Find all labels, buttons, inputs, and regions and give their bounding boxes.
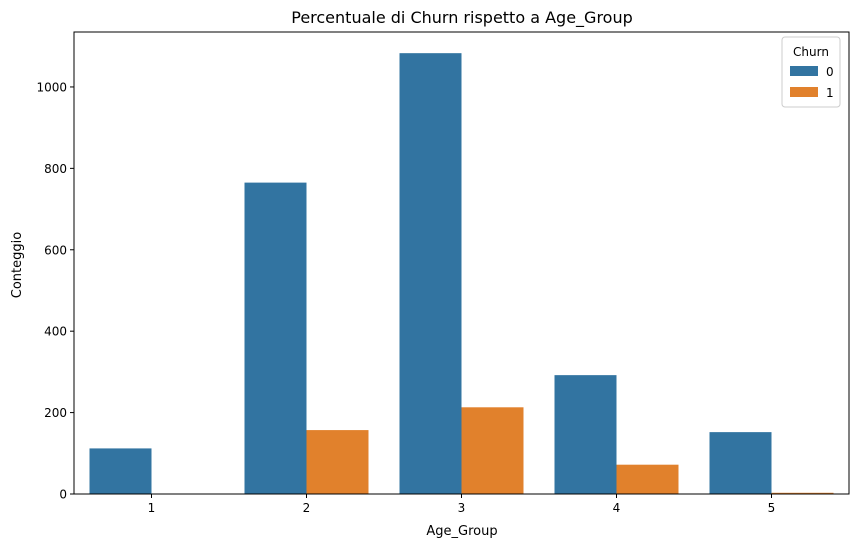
legend-label-churn-0: 0: [826, 65, 834, 79]
y-tick-label: 1000: [36, 80, 67, 94]
y-tick-label: 600: [44, 243, 67, 257]
x-tick-label: 2: [303, 501, 311, 515]
legend-title: Churn: [793, 45, 829, 59]
bar-age-5-churn-0: [709, 432, 772, 494]
bar-age-4-churn-0: [554, 375, 617, 494]
y-tick-label: 400: [44, 325, 67, 339]
legend-swatch-churn-0: [790, 66, 818, 76]
chart-title: Percentuale di Churn rispetto a Age_Grou…: [291, 8, 633, 28]
x-tick-label: 3: [458, 501, 466, 515]
bar-age-3-churn-0: [399, 53, 462, 495]
legend: Churn 0 1: [781, 36, 841, 108]
bar-age-5-churn-1: [771, 492, 834, 494]
bar-age-2-churn-1: [306, 430, 369, 494]
y-axis-label: Conteggio: [10, 232, 25, 298]
bar-age-1-churn-0: [89, 448, 152, 494]
y-tick-label: 0: [59, 488, 67, 502]
legend-label-churn-1: 1: [826, 86, 834, 100]
y-tick-label: 200: [44, 406, 67, 420]
x-tick-label: 4: [613, 501, 621, 515]
axes-layer: 0 200 400 600 800 1000 1 2 3 4 5: [36, 31, 850, 515]
y-tick-label: 800: [44, 162, 67, 176]
x-axis-label: Age_Group: [426, 524, 497, 539]
bar-age-4-churn-1: [616, 464, 679, 494]
bars-layer: [89, 53, 834, 495]
x-tick-label: 1: [148, 501, 156, 515]
x-tick-label: 5: [768, 501, 776, 515]
bar-age-3-churn-1: [461, 407, 524, 494]
legend-swatch-churn-1: [790, 87, 818, 97]
bar-age-2-churn-0: [244, 182, 307, 495]
